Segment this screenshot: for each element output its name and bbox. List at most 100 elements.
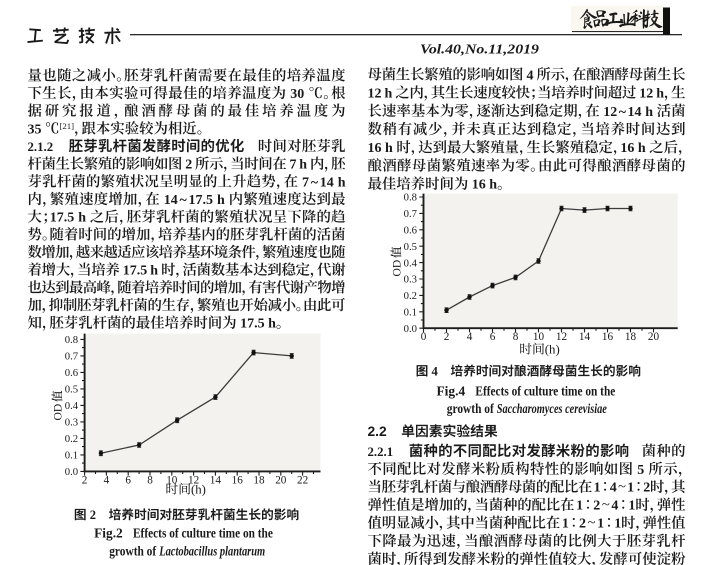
svg-text:17.5: 17.5: [240, 317, 265, 332]
svg-text:Vol.40,No.11,2019: Vol.40,No.11,2019: [420, 42, 539, 57]
svg-text:2: 2: [90, 508, 96, 522]
svg-text:[21]: [21]: [59, 121, 74, 131]
svg-text:20: 20: [648, 331, 660, 343]
svg-text:18: 18: [625, 331, 637, 343]
svg-text:14: 14: [320, 175, 334, 190]
svg-text:0.3: 0.3: [65, 417, 78, 429]
svg-text:h: h: [338, 175, 346, 190]
svg-text:0.3: 0.3: [404, 274, 417, 286]
svg-text:14: 14: [628, 105, 642, 120]
svg-text:OD: OD: [52, 404, 65, 421]
svg-text:1: 1: [594, 481, 601, 496]
svg-text:0: 0: [421, 331, 427, 343]
svg-text:17.5: 17.5: [189, 193, 214, 208]
svg-text:4: 4: [432, 364, 439, 378]
svg-text:growth of: growth of: [447, 401, 494, 416]
svg-text:Effects of culture time on the: Effects of culture time on the: [133, 526, 273, 541]
svg-text:12: 12: [188, 474, 199, 486]
svg-text:Lactobacillus plantarum: Lactobacillus plantarum: [158, 544, 265, 559]
svg-text:16: 16: [232, 474, 244, 486]
svg-text:17.5: 17.5: [123, 264, 148, 279]
svg-text:8: 8: [513, 331, 519, 343]
svg-text:1: 1: [614, 517, 621, 532]
svg-text:2: 2: [579, 517, 586, 532]
svg-text:h: h: [217, 193, 225, 208]
svg-text:0.7: 0.7: [404, 208, 418, 220]
svg-text:16: 16: [368, 141, 382, 156]
svg-text:2: 2: [444, 331, 450, 343]
svg-text:1: 1: [597, 517, 604, 532]
svg-text:2: 2: [185, 158, 192, 173]
svg-text:17.5: 17.5: [50, 211, 75, 226]
svg-text:5: 5: [637, 463, 644, 478]
svg-text:2: 2: [593, 499, 600, 514]
svg-text:2: 2: [643, 481, 650, 496]
svg-text:0.0: 0.0: [404, 323, 417, 335]
svg-text:2.2.1: 2.2.1: [368, 445, 394, 459]
svg-text:4: 4: [610, 481, 617, 496]
svg-text:0.4: 0.4: [65, 400, 79, 412]
svg-text:18: 18: [253, 474, 265, 486]
svg-text:h: h: [638, 141, 646, 156]
svg-text:16: 16: [620, 141, 634, 156]
svg-text:OD: OD: [391, 260, 404, 277]
svg-text:8: 8: [147, 474, 153, 486]
svg-text:7: 7: [302, 175, 309, 190]
svg-text:2.2: 2.2: [368, 424, 388, 439]
svg-text:14: 14: [210, 474, 222, 486]
svg-text:h: h: [645, 105, 653, 120]
svg-text:Saccharomyces cerevisiae: Saccharomyces cerevisiae: [497, 401, 607, 416]
svg-text:Fig.2: Fig.2: [94, 526, 123, 541]
svg-text:~: ~: [311, 175, 319, 190]
svg-text:0.2: 0.2: [404, 290, 417, 302]
svg-text:h: h: [385, 87, 393, 102]
svg-text:0.6: 0.6: [404, 225, 418, 237]
svg-text:12: 12: [556, 331, 567, 343]
svg-text:0.2: 0.2: [65, 433, 78, 445]
svg-text:0.4: 0.4: [404, 257, 418, 269]
svg-text:16: 16: [472, 178, 486, 193]
svg-text:14: 14: [164, 193, 178, 208]
svg-text:35: 35: [28, 122, 42, 137]
svg-text:20: 20: [275, 474, 287, 486]
svg-text:1: 1: [576, 499, 583, 514]
svg-text:h: h: [489, 178, 497, 193]
svg-text:h: h: [385, 141, 393, 156]
svg-text:h: h: [299, 158, 307, 173]
svg-text:(h): (h): [191, 483, 206, 497]
svg-text:1: 1: [627, 481, 634, 496]
svg-text:0.5: 0.5: [65, 384, 78, 396]
svg-text:12: 12: [639, 87, 653, 102]
svg-text:h: h: [268, 317, 276, 332]
svg-text:10: 10: [166, 474, 178, 486]
svg-text:1: 1: [562, 517, 569, 532]
svg-text:7: 7: [290, 158, 297, 173]
svg-text:h: h: [150, 264, 158, 279]
svg-text:2.1.2: 2.1.2: [28, 140, 54, 154]
svg-text:0.5: 0.5: [404, 241, 417, 253]
svg-text:6: 6: [490, 331, 496, 343]
svg-text:0.8: 0.8: [404, 192, 417, 204]
svg-text:~: ~: [180, 193, 188, 208]
svg-text:0.0: 0.0: [65, 466, 78, 478]
svg-text:30: 30: [290, 87, 304, 102]
svg-text:1: 1: [628, 499, 635, 514]
svg-text:4: 4: [611, 499, 618, 514]
svg-text:0.1: 0.1: [404, 307, 417, 319]
svg-text:4: 4: [467, 331, 473, 343]
svg-text:12: 12: [603, 105, 617, 120]
svg-text:10: 10: [533, 331, 545, 343]
svg-text:growth of: growth of: [109, 544, 156, 559]
svg-text:(h): (h): [545, 343, 560, 357]
svg-text:~: ~: [619, 105, 627, 120]
svg-text:0.1: 0.1: [65, 450, 78, 462]
svg-text:0.7: 0.7: [65, 351, 79, 363]
svg-text:12: 12: [368, 87, 382, 102]
svg-text:6: 6: [125, 474, 131, 486]
svg-text:h: h: [78, 211, 86, 226]
svg-text:h: h: [656, 87, 664, 102]
svg-text:Effects of culture time on the: Effects of culture time on the: [475, 383, 615, 398]
svg-text:4: 4: [104, 474, 110, 486]
svg-text:14: 14: [579, 331, 591, 343]
svg-text:0.8: 0.8: [65, 334, 78, 346]
